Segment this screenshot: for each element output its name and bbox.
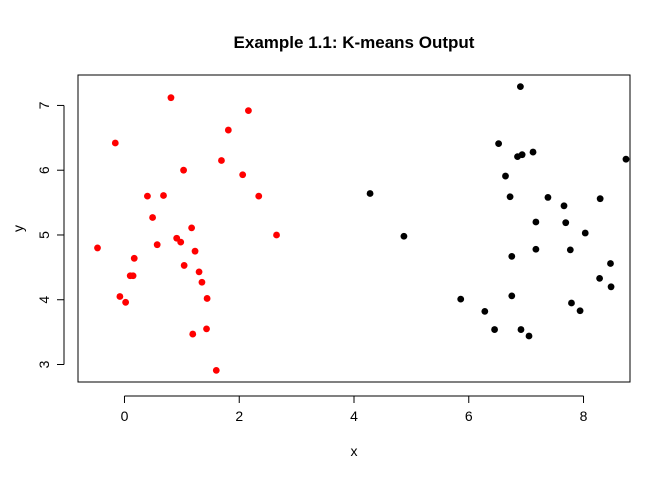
black-cluster-point — [576, 307, 584, 315]
red-cluster-point — [149, 214, 156, 221]
black-cluster-point — [517, 326, 525, 333]
red-cluster-point — [224, 126, 232, 134]
red-cluster-point — [144, 192, 151, 200]
black-cluster-point — [506, 193, 514, 201]
red-cluster-point — [189, 330, 197, 338]
black-cluster-point — [508, 292, 516, 300]
black-cluster-point — [518, 151, 526, 159]
black-cluster-point — [502, 172, 509, 180]
black-cluster-point — [596, 195, 604, 203]
chart-title: Example 1.1: K-means Output — [234, 33, 475, 52]
y-tick-label: 5 — [36, 231, 52, 239]
black-cluster-point — [532, 245, 540, 253]
red-cluster-point — [218, 157, 225, 164]
black-cluster-point — [457, 295, 465, 303]
red-cluster-point — [167, 94, 175, 102]
red-cluster-point — [180, 166, 187, 174]
black-cluster-point — [568, 299, 575, 307]
red-cluster-point — [239, 171, 247, 179]
x-tick-label: 2 — [235, 408, 243, 424]
red-cluster-point — [180, 262, 188, 269]
x-tick-label: 6 — [465, 408, 473, 424]
x-axis-label: x — [351, 443, 358, 459]
black-cluster-point — [508, 252, 516, 260]
x-tick-label: 4 — [350, 408, 358, 424]
black-cluster-point — [607, 260, 614, 267]
x-axis: 0 2 4 6 8 — [121, 395, 588, 424]
red-cluster-point — [129, 272, 137, 280]
red-cluster-point — [160, 192, 167, 199]
y-axis-label: y — [10, 225, 26, 232]
x-tick-label: 8 — [580, 408, 588, 424]
black-cluster-point — [544, 194, 552, 201]
black-cluster-point — [560, 202, 568, 210]
red-cluster-point — [130, 254, 138, 262]
black-cluster-point — [517, 83, 524, 91]
red-cluster-point — [188, 224, 196, 232]
black-cluster-point — [525, 332, 533, 340]
black-cluster-point — [562, 219, 570, 227]
red-cluster-point — [203, 325, 210, 333]
red-cluster-point — [198, 278, 206, 286]
data-points — [94, 83, 630, 374]
black-cluster-point — [581, 229, 589, 237]
y-tick-label: 3 — [36, 360, 52, 368]
black-cluster-point — [622, 155, 630, 163]
red-cluster-point — [255, 192, 263, 200]
y-tick-label: 4 — [36, 296, 52, 304]
red-cluster-point — [122, 298, 130, 306]
red-cluster-point — [245, 107, 252, 115]
y-axis: 3 4 5 6 7 — [36, 101, 65, 368]
red-cluster-point — [195, 268, 203, 276]
black-cluster-point — [400, 232, 408, 240]
black-cluster-point — [607, 283, 615, 291]
y-tick-label: 6 — [36, 166, 52, 174]
black-cluster-point — [481, 308, 489, 315]
red-cluster-point — [212, 366, 220, 374]
plot-area-border — [77, 74, 631, 383]
black-cluster-point — [596, 274, 603, 282]
red-cluster-point — [153, 241, 161, 249]
red-cluster-point — [191, 247, 199, 255]
red-cluster-point — [116, 293, 124, 300]
black-cluster-point — [566, 246, 574, 254]
red-cluster-point — [203, 295, 211, 302]
red-cluster-point — [94, 244, 101, 252]
x-tick-label: 0 — [121, 408, 129, 424]
black-cluster-point — [495, 140, 502, 148]
black-cluster-point — [491, 326, 498, 333]
black-cluster-point — [366, 190, 374, 197]
y-tick-label: 7 — [36, 101, 52, 109]
red-cluster-point — [111, 139, 119, 147]
black-cluster-point — [532, 218, 540, 226]
red-cluster-point — [273, 231, 280, 239]
black-cluster-point — [529, 148, 537, 156]
red-cluster-point — [177, 238, 185, 246]
